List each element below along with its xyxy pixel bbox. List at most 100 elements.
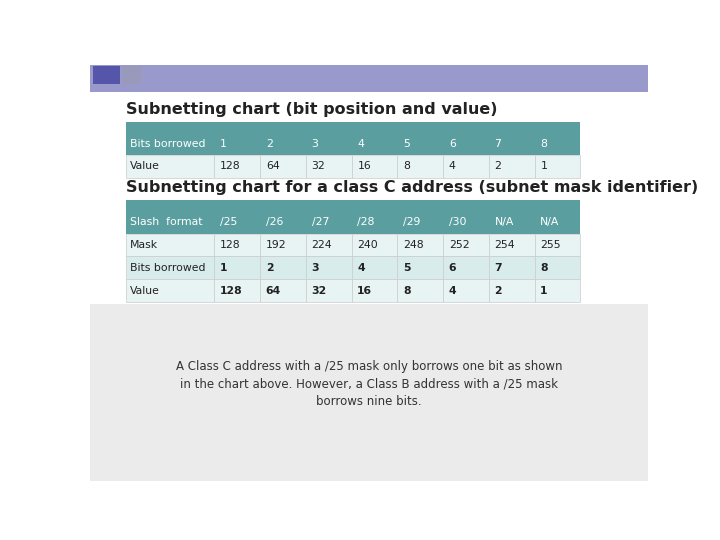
Text: 240: 240 [357, 240, 378, 250]
Text: 5: 5 [403, 263, 410, 273]
Text: in the chart above. However, a Class B address with a /25 mask: in the chart above. However, a Class B a… [180, 377, 558, 390]
Text: 1: 1 [220, 263, 228, 273]
Text: /27: /27 [312, 217, 329, 227]
FancyBboxPatch shape [215, 279, 260, 302]
FancyBboxPatch shape [260, 256, 306, 279]
FancyBboxPatch shape [489, 256, 535, 279]
FancyBboxPatch shape [351, 256, 397, 279]
Text: 16: 16 [357, 161, 371, 172]
Text: 2: 2 [266, 263, 274, 273]
FancyBboxPatch shape [306, 211, 351, 234]
FancyBboxPatch shape [535, 234, 580, 256]
FancyBboxPatch shape [489, 132, 535, 155]
FancyBboxPatch shape [260, 132, 306, 155]
FancyBboxPatch shape [126, 211, 215, 234]
FancyBboxPatch shape [397, 132, 444, 155]
Text: 254: 254 [495, 240, 516, 250]
FancyBboxPatch shape [126, 200, 580, 211]
FancyBboxPatch shape [535, 132, 580, 155]
Text: 4: 4 [357, 139, 364, 148]
Text: Bits borrowed: Bits borrowed [130, 139, 206, 148]
Text: 64: 64 [266, 161, 279, 172]
FancyBboxPatch shape [444, 279, 489, 302]
FancyBboxPatch shape [260, 155, 306, 178]
Text: /29: /29 [403, 217, 420, 227]
Text: 128: 128 [220, 286, 243, 296]
Text: 1: 1 [540, 161, 547, 172]
Text: 6: 6 [449, 139, 456, 148]
FancyBboxPatch shape [489, 155, 535, 178]
FancyBboxPatch shape [444, 132, 489, 155]
Text: 7: 7 [495, 139, 501, 148]
Text: Value: Value [130, 286, 160, 296]
Text: borrows nine bits.: borrows nine bits. [316, 395, 422, 408]
FancyBboxPatch shape [122, 66, 141, 84]
FancyBboxPatch shape [351, 211, 397, 234]
FancyBboxPatch shape [260, 234, 306, 256]
Text: 248: 248 [403, 240, 423, 250]
FancyBboxPatch shape [444, 155, 489, 178]
Text: 252: 252 [449, 240, 469, 250]
Text: Bits borrowed: Bits borrowed [130, 263, 206, 273]
FancyBboxPatch shape [215, 155, 260, 178]
Text: Subnetting chart for a class C address (subnet mask identifier): Subnetting chart for a class C address (… [126, 180, 698, 195]
Text: 2: 2 [495, 161, 501, 172]
Text: /25: /25 [220, 217, 238, 227]
FancyBboxPatch shape [215, 256, 260, 279]
FancyBboxPatch shape [535, 211, 580, 234]
Text: Subnetting chart (bit position and value): Subnetting chart (bit position and value… [126, 102, 498, 117]
Text: 192: 192 [266, 240, 287, 250]
FancyBboxPatch shape [215, 234, 260, 256]
FancyBboxPatch shape [215, 211, 260, 234]
FancyBboxPatch shape [489, 234, 535, 256]
FancyBboxPatch shape [260, 279, 306, 302]
FancyBboxPatch shape [126, 155, 215, 178]
Text: A Class C address with a /25 mask only borrows one bit as shown: A Class C address with a /25 mask only b… [176, 360, 562, 373]
FancyBboxPatch shape [126, 122, 580, 132]
FancyBboxPatch shape [306, 279, 351, 302]
FancyBboxPatch shape [535, 256, 580, 279]
FancyBboxPatch shape [90, 65, 648, 92]
FancyBboxPatch shape [126, 132, 215, 155]
Text: 128: 128 [220, 161, 240, 172]
Text: 5: 5 [403, 139, 410, 148]
Text: Mask: Mask [130, 240, 158, 250]
FancyBboxPatch shape [397, 279, 444, 302]
FancyBboxPatch shape [306, 155, 351, 178]
Text: 224: 224 [312, 240, 332, 250]
Text: 32: 32 [312, 161, 325, 172]
Text: 4: 4 [449, 286, 456, 296]
FancyBboxPatch shape [260, 211, 306, 234]
Text: 6: 6 [449, 263, 456, 273]
Text: 255: 255 [540, 240, 561, 250]
Text: 8: 8 [540, 263, 548, 273]
Text: 7: 7 [495, 263, 502, 273]
FancyBboxPatch shape [444, 256, 489, 279]
FancyBboxPatch shape [444, 234, 489, 256]
Text: 2: 2 [495, 286, 502, 296]
FancyBboxPatch shape [535, 279, 580, 302]
Text: 2: 2 [266, 139, 273, 148]
FancyBboxPatch shape [397, 211, 444, 234]
Text: 8: 8 [403, 286, 410, 296]
FancyBboxPatch shape [126, 256, 215, 279]
FancyBboxPatch shape [351, 279, 397, 302]
FancyBboxPatch shape [397, 234, 444, 256]
FancyBboxPatch shape [351, 155, 397, 178]
FancyBboxPatch shape [489, 211, 535, 234]
Text: 8: 8 [540, 139, 547, 148]
Text: 3: 3 [312, 139, 318, 148]
Text: 4: 4 [449, 161, 456, 172]
FancyBboxPatch shape [215, 132, 260, 155]
FancyBboxPatch shape [444, 211, 489, 234]
Text: 128: 128 [220, 240, 240, 250]
FancyBboxPatch shape [306, 256, 351, 279]
Text: 1: 1 [540, 286, 548, 296]
FancyBboxPatch shape [93, 66, 120, 84]
FancyBboxPatch shape [535, 155, 580, 178]
Text: N/A: N/A [495, 217, 514, 227]
Text: 64: 64 [266, 286, 281, 296]
FancyBboxPatch shape [351, 234, 397, 256]
FancyBboxPatch shape [306, 234, 351, 256]
Text: /28: /28 [357, 217, 374, 227]
